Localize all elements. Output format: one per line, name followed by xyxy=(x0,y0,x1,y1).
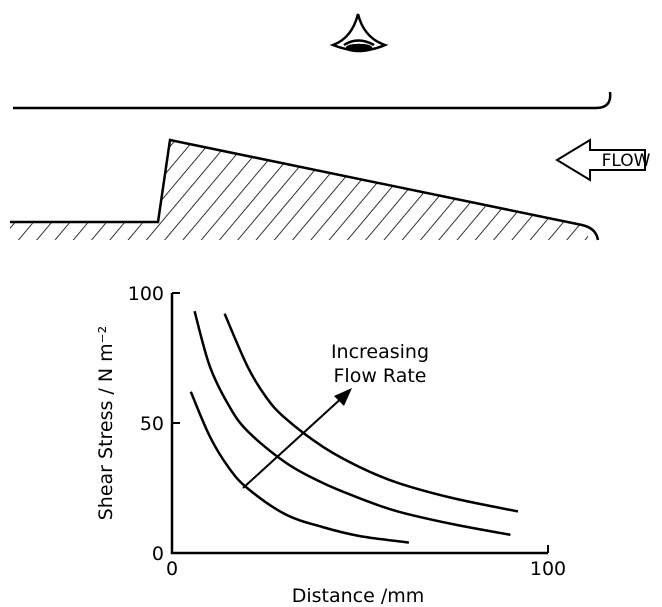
axes xyxy=(172,293,548,553)
channel-roof xyxy=(13,92,610,108)
x-axis-label: Distance /mm xyxy=(292,585,425,607)
figure: FLOW Increasing Flow Rate Distance /mm S… xyxy=(0,0,662,607)
curve xyxy=(191,392,409,543)
bed xyxy=(10,140,590,240)
page: {"diagram": {"flow_label": "FLOW"}, "cha… xyxy=(0,0,662,607)
y-tick-label: 100 xyxy=(128,283,164,305)
y-axis-label: Shear Stress / N m⁻² xyxy=(95,326,117,521)
flow-label: FLOW xyxy=(602,151,651,171)
y-tick-label: 50 xyxy=(140,413,164,435)
x-tick-label: 100 xyxy=(530,558,566,580)
annotation: Increasing xyxy=(331,341,429,363)
annotation: Flow Rate xyxy=(334,365,427,387)
x-tick-label: 0 xyxy=(166,558,178,580)
eye-icon xyxy=(333,14,385,51)
y-tick-label: 0 xyxy=(152,543,164,565)
